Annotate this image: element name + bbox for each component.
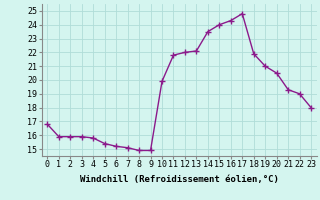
X-axis label: Windchill (Refroidissement éolien,°C): Windchill (Refroidissement éolien,°C) — [80, 175, 279, 184]
